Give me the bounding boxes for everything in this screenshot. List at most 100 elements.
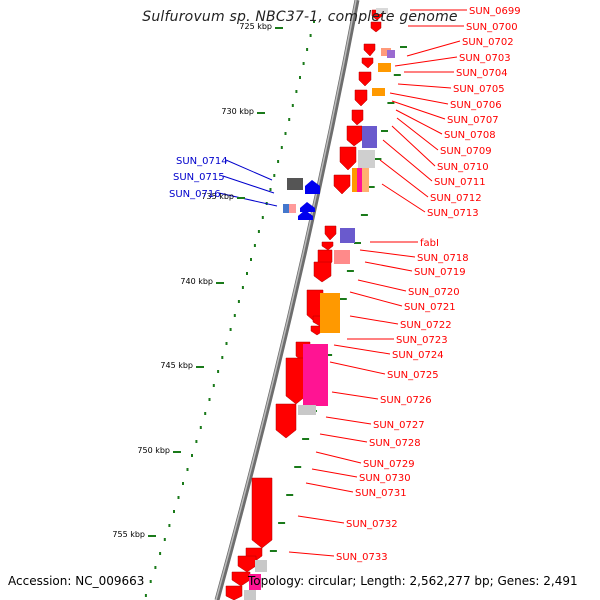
gene-label[interactable]: SUN_0700 (466, 22, 518, 33)
ruler-dot (217, 370, 220, 373)
gene-label[interactable]: SUN_0726 (380, 395, 432, 406)
gene-label[interactable]: SUN_0731 (355, 488, 407, 499)
ruler-dot (199, 426, 202, 429)
gene-label[interactable]: SUN_0719 (414, 267, 466, 278)
leader-line (319, 433, 368, 443)
gene-label[interactable]: SUN_0703 (459, 53, 511, 64)
scale-label: 755 kbp (112, 530, 145, 539)
scale-label: 740 kbp (180, 277, 213, 286)
ruler-dot (195, 440, 198, 443)
gene-label[interactable]: SUN_0718 (417, 253, 469, 264)
gene-block-purple (340, 228, 355, 243)
gene-label[interactable]: SUN_0724 (392, 350, 444, 361)
gene-block-magenta (303, 344, 328, 406)
leader-line (349, 315, 399, 325)
ruler-dot (173, 510, 175, 513)
feature-tick (354, 242, 361, 244)
leader-line (349, 291, 403, 307)
ruler-dot (306, 48, 309, 51)
gene-label[interactable]: SUN_0702 (462, 37, 514, 48)
gene-arrow (285, 357, 307, 405)
feature-tick (400, 46, 407, 48)
gene-label[interactable]: SUN_0713 (427, 208, 479, 219)
gene-label[interactable]: SUN_0720 (408, 287, 460, 298)
gene-label[interactable]: SUN_0723 (396, 335, 448, 346)
gene-label[interactable]: SUN_0704 (456, 68, 508, 79)
feature-tick (278, 522, 286, 524)
feature-tick (346, 270, 354, 272)
ruler-dot (163, 538, 166, 541)
ruler-dot (212, 384, 215, 387)
gene-label[interactable]: fabI (420, 238, 439, 249)
leader-line (364, 261, 413, 272)
leader-line (406, 40, 461, 57)
gene-label[interactable]: SUN_0708 (444, 130, 496, 141)
gene-label[interactable]: SUN_0732 (346, 519, 398, 530)
leader-line (297, 515, 345, 524)
ruler-dot (250, 258, 252, 261)
gene-label[interactable]: SUN_0730 (359, 473, 411, 484)
leader-line (391, 125, 436, 167)
ruler-dot (269, 188, 272, 191)
feature-tick (286, 494, 294, 496)
leader-line (397, 83, 452, 89)
gene-label[interactable]: SUN_0706 (450, 100, 502, 111)
ruler-dot (177, 496, 180, 499)
gene-label[interactable]: SUN_0712 (430, 193, 482, 204)
ruler-dot (246, 272, 248, 275)
leader-line (395, 109, 443, 135)
gene-label[interactable]: SUN_0733 (336, 552, 388, 563)
gene-label[interactable]: SUN_0699 (469, 6, 521, 17)
gene-label[interactable]: SUN_0707 (447, 115, 499, 126)
scale-tick (196, 366, 204, 368)
scale-label: 725 kbp (239, 22, 272, 31)
leader-line (222, 175, 275, 194)
gene-block-grey (255, 560, 267, 572)
feature-tick (374, 158, 382, 160)
gene-label[interactable]: SUN_0725 (387, 370, 439, 381)
leader-line (329, 361, 386, 375)
gene-label[interactable]: SUN_0727 (373, 420, 425, 431)
gene-block-grey (244, 590, 256, 600)
ruler-dot (144, 594, 147, 597)
gene-arrow (346, 125, 363, 147)
scale-ruler (144, 20, 407, 597)
gene-label[interactable]: SUN_0729 (363, 459, 415, 470)
ruler-dot (208, 398, 211, 401)
ruler-dot (204, 412, 207, 415)
ruler-dot (241, 286, 244, 289)
ruler-dot (253, 244, 256, 247)
gene-label[interactable]: SUN_0714 (176, 156, 228, 167)
scale-label: 750 kbp (137, 446, 170, 455)
ruler-dot (291, 104, 294, 107)
gene-label[interactable]: SUN_0710 (437, 162, 489, 173)
feature-tick (360, 214, 368, 216)
leader-line (325, 416, 372, 425)
gene-label[interactable]: SUN_0728 (369, 438, 421, 449)
genome-backbone (214, 0, 360, 600)
ruler-dot (182, 482, 184, 485)
ruler-dot (154, 566, 157, 569)
gene-labels-left: SUN_0714 SUN_0715 SUN_0716 (169, 156, 228, 200)
feature-tick (325, 354, 333, 356)
gene-label[interactable]: SUN_0715 (173, 172, 225, 183)
leader-line (359, 249, 416, 258)
gene-label[interactable]: SUN_0721 (404, 302, 456, 313)
gene-label[interactable]: SUN_0709 (440, 146, 492, 157)
ruler-dot (273, 174, 276, 177)
gene-arrow (313, 261, 332, 283)
ruler-dot (299, 76, 301, 79)
gene-arrow-cluster-bottom (225, 477, 273, 600)
label-leader-lines (218, 9, 467, 557)
gene-label[interactable]: SUN_0711 (434, 177, 486, 188)
gene-label[interactable]: SUN_0705 (453, 84, 505, 95)
feature-tick (387, 102, 395, 104)
ruler-dot (280, 146, 283, 149)
scale-labels: 725 kbp 730 kbp 735 kbp 740 kbp 745 kbp 750 k… (112, 22, 283, 539)
leader-line (382, 139, 433, 182)
feature-tick (294, 466, 302, 468)
gene-label[interactable]: SUN_0716 (169, 189, 221, 200)
ruler-dot (284, 132, 287, 135)
gene-label[interactable]: SUN_0722 (400, 320, 452, 331)
leader-line (379, 159, 429, 198)
